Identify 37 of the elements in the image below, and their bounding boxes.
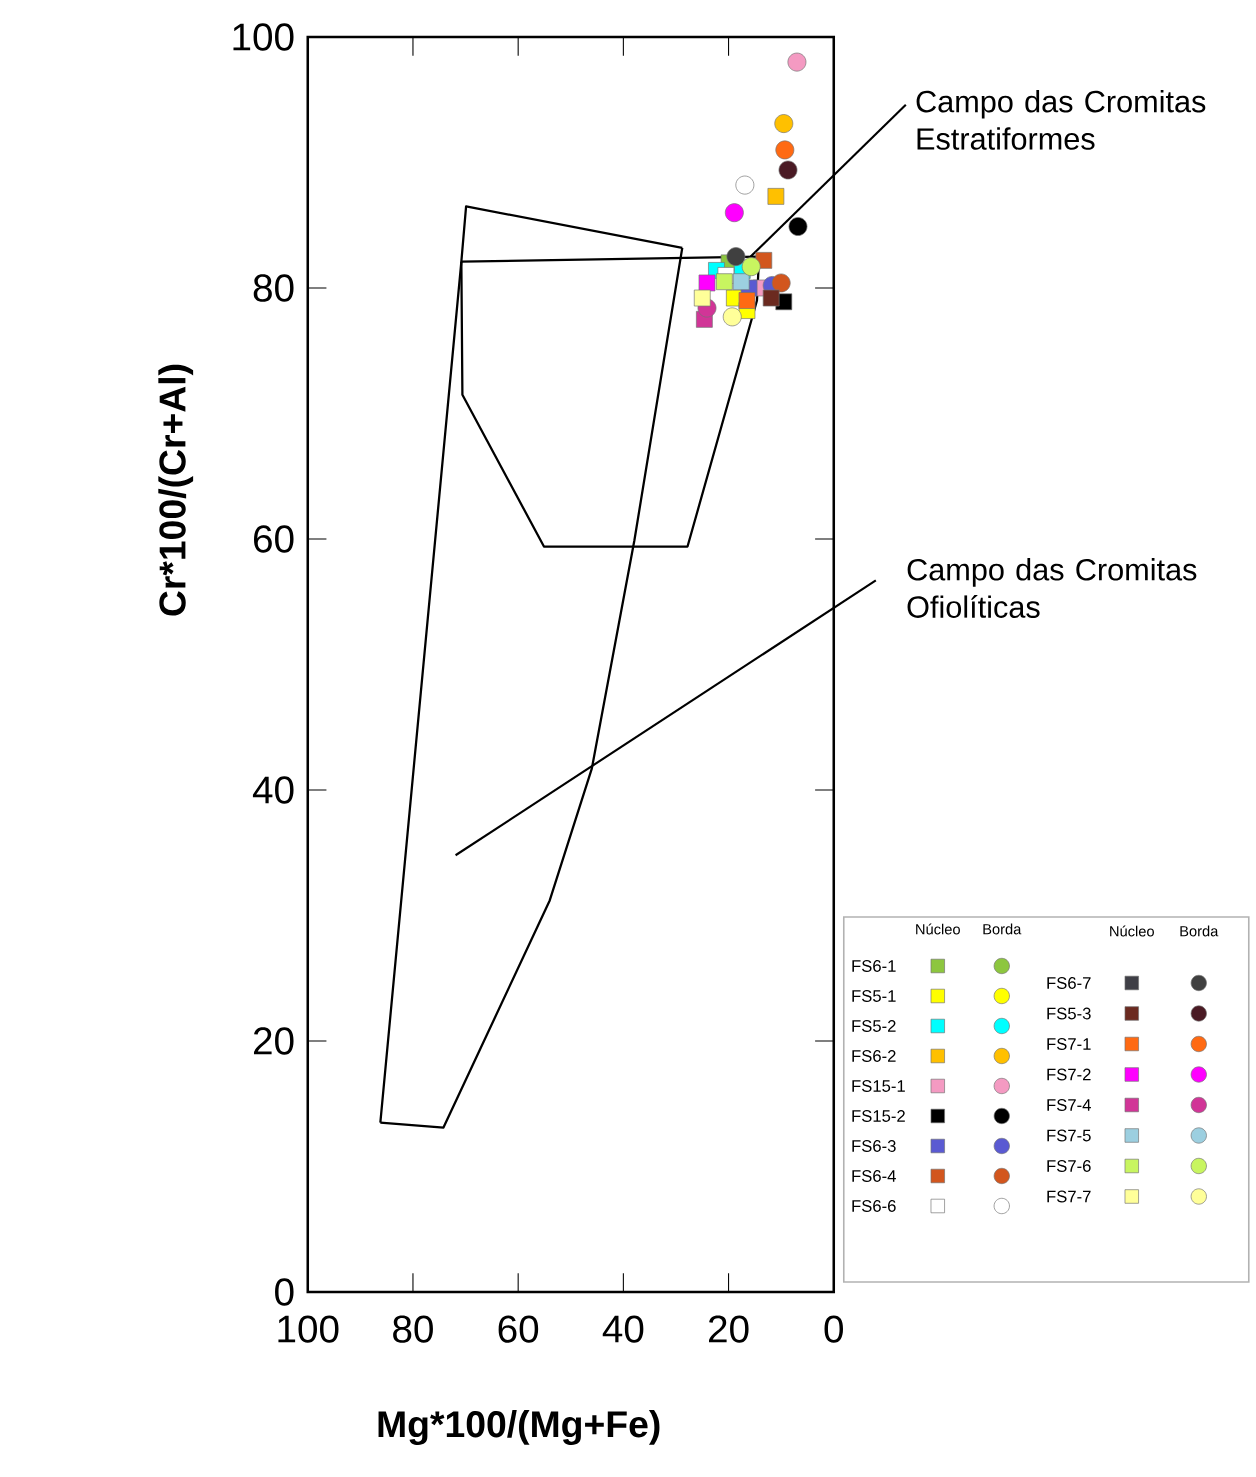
y-tick-label: 20 xyxy=(254,1027,294,1055)
legend-label: FS7-6 xyxy=(1047,1160,1091,1172)
legend-label: FS7-1 xyxy=(1047,1038,1091,1050)
y-tick-label: 80 xyxy=(253,274,294,302)
x-tick-label: 100 xyxy=(278,1315,339,1343)
legend-label: FS5-3 xyxy=(1047,1007,1091,1020)
y-axis-title: Cr*100/(Cr+Al) xyxy=(158,364,194,616)
legend-label: FS5-2 xyxy=(852,1020,896,1032)
text: Núcleo xyxy=(916,923,961,935)
legend-label: FS15-2 xyxy=(852,1110,905,1122)
x-axis-title: Mg*100/(Mg+Fe) xyxy=(378,1410,660,1446)
y-tick-label: 40 xyxy=(253,776,294,804)
x-tick-label: 40 xyxy=(602,1315,644,1343)
legend-label: FS6-7 xyxy=(1047,977,1091,989)
legend-label: FS7-4 xyxy=(1047,1099,1092,1111)
legend-label: FS6-4 xyxy=(852,1170,897,1182)
text: Borda xyxy=(1180,925,1219,937)
legend-label: FS7-2 xyxy=(1047,1068,1091,1081)
legend-label: FS6-3 xyxy=(852,1140,896,1152)
text: Campo das Cromitas Estratiformes xyxy=(916,89,1206,150)
legend-label: FS5-1 xyxy=(852,990,896,1002)
legend-label: FS6-2 xyxy=(852,1050,896,1062)
legend-label: FS6-6 xyxy=(852,1200,896,1212)
y-tick-label: 100 xyxy=(233,23,294,51)
x-tick-label: 20 xyxy=(709,1315,749,1343)
legend-label: FS7-7 xyxy=(1047,1190,1091,1203)
text: Campo das Cromitas Ofiolíticas xyxy=(907,558,1197,618)
y-tick-label: 60 xyxy=(254,525,294,553)
legend-label: FS15-1 xyxy=(852,1080,905,1092)
x-tick-label: 60 xyxy=(498,1315,539,1343)
legend-label: FS6-1 xyxy=(852,960,896,972)
x-tick-label: 0 xyxy=(824,1315,844,1343)
text: Borda xyxy=(983,923,1022,935)
legend-label: FS7-5 xyxy=(1047,1129,1091,1142)
y-tick-label: 0 xyxy=(275,1278,294,1306)
text: Núcleo xyxy=(1110,925,1155,937)
x-tick-label: 80 xyxy=(393,1315,434,1343)
